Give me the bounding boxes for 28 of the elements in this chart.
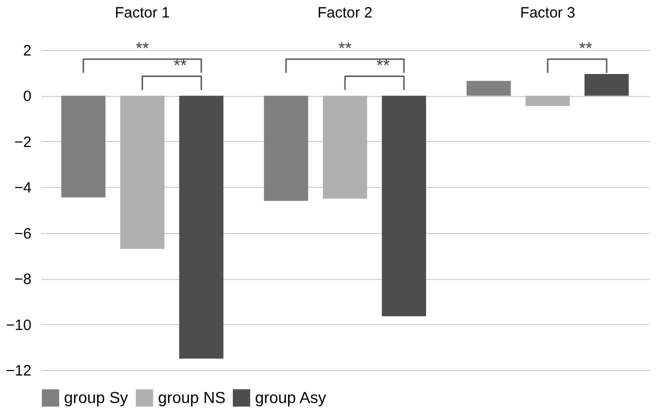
bar: [584, 74, 629, 96]
bar: [179, 96, 224, 359]
legend-label: group Sy: [64, 390, 128, 407]
y-tick-label: −4: [14, 180, 32, 197]
y-tick-label: −12: [6, 362, 32, 380]
annotation: **: [174, 56, 188, 76]
x-tick-label: Factor 1: [114, 4, 170, 22]
annotation: **: [579, 39, 593, 58]
bar: [466, 80, 511, 96]
y-tick-label: −10: [6, 316, 32, 334]
bar: [526, 96, 570, 106]
y-tick-label: −6: [14, 225, 32, 242]
x-tick-label: Factor 2: [317, 4, 373, 22]
annotation: **: [136, 39, 150, 58]
y-tick-label: 0: [23, 88, 32, 106]
y-tick-label: −2: [14, 134, 32, 151]
y-tick-label: 2: [23, 42, 32, 60]
annotation: **: [376, 56, 390, 76]
bar: [264, 96, 308, 201]
y-tick-label: −8: [14, 271, 32, 288]
bar: [120, 96, 164, 249]
bar: [322, 96, 368, 199]
x-tick-label: Factor 3: [520, 4, 576, 22]
bar: [382, 96, 426, 316]
legend-label: group Asy: [255, 390, 326, 407]
legend-label: group NS: [158, 390, 226, 407]
annotation: **: [338, 39, 352, 58]
bar: [61, 96, 106, 198]
